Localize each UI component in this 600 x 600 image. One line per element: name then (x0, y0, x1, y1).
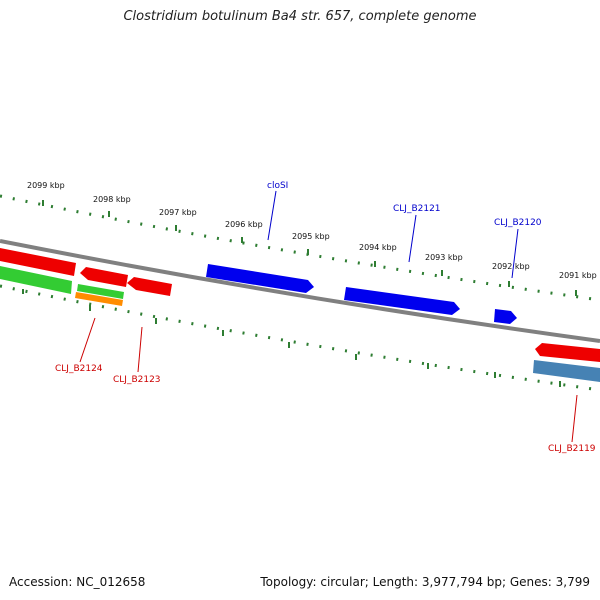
connector-cloSI (267, 190, 277, 241)
connector-CLJ_B2124 (79, 317, 96, 363)
gene-CLJ_B2123-arrow (127, 277, 172, 296)
kbp-label-2099: 2099 kbp (27, 181, 65, 190)
forward-gene-labels: cloSI CLJ_B2121 CLJ_B2120 (267, 181, 542, 228)
forward-label-connectors (267, 190, 519, 279)
gene-steel-bar (533, 360, 600, 382)
connector-CLJ_B2119 (571, 394, 578, 443)
connector-CLJ_B2121 (408, 214, 417, 263)
gene-label-CLJ_B2120: CLJ_B2120 (494, 218, 542, 228)
connector-CLJ_B2120 (511, 228, 519, 279)
kbp-label-2093: 2093 kbp (425, 253, 463, 262)
genome-backbone (0, 239, 600, 343)
genome-stats-text: Topology: circular; Length: 3,977,794 bp… (260, 575, 590, 589)
kbp-label-2095: 2095 kbp (292, 232, 330, 241)
major-ticks (22, 200, 577, 387)
inner-tick-track (0, 284, 600, 392)
gene-green-small-bar (77, 284, 124, 299)
inner-genes (0, 266, 600, 382)
kbp-label-2098: 2098 kbp (93, 195, 131, 204)
kbp-label-2091: 2091 kbp (559, 271, 597, 280)
gene-label-CLJ_B2123: CLJ_B2123 (113, 375, 161, 385)
reverse-label-connectors (79, 317, 578, 443)
kbp-label-2094: 2094 kbp (359, 243, 397, 252)
gene-CLJ_B2124-bar (0, 266, 72, 294)
kbp-label-2092: 2092 kbp (492, 262, 530, 271)
forward-genes (206, 264, 517, 324)
reverse-gene-labels: CLJ_B2124 CLJ_B2123 CLJ_B2119 (55, 364, 596, 454)
gene-CLJ_B2119-arrow (535, 343, 600, 362)
gene-label-cloSI: cloSI (267, 181, 288, 191)
kbp-label-2096: 2096 kbp (225, 220, 263, 229)
accession-text: Accession: NC_012658 (9, 575, 146, 589)
kbp-label-2097: 2097 kbp (159, 208, 197, 217)
gene-label-CLJ_B2124: CLJ_B2124 (55, 364, 103, 374)
reverse-genes (0, 248, 600, 362)
gene-cloSI-arrow (206, 264, 314, 293)
gene-CLJ_B2121-arrow (344, 287, 460, 315)
gene-red-small-arrow (80, 267, 128, 287)
page-title: Clostridium botulinum Ba4 str. 657, comp… (123, 9, 477, 24)
inner-tick-dots (0, 284, 600, 392)
gene-CLJ_B2120-arrow (494, 309, 517, 324)
gene-red-left-arrow (0, 248, 76, 276)
gene-orange-bar (75, 292, 123, 306)
connector-CLJ_B2123 (137, 326, 143, 373)
gene-label-CLJ_B2121: CLJ_B2121 (393, 204, 441, 214)
kbp-labels: 2099 kbp 2098 kbp 2097 kbp 2096 kbp 2095… (27, 181, 597, 280)
gene-label-CLJ_B2119: CLJ_B2119 (548, 444, 596, 454)
